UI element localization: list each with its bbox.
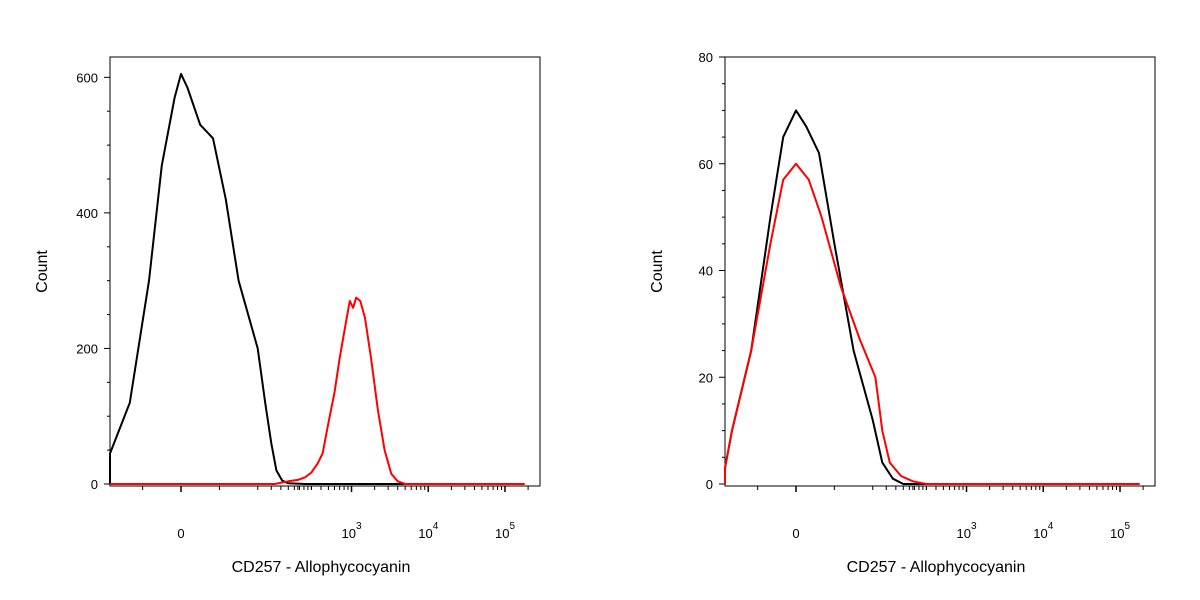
histogram-line-1 [109, 72, 525, 485]
histogram-line-2 [110, 296, 525, 485]
y-tick-label: 0 [706, 477, 713, 492]
histogram-line-1 [724, 109, 1140, 485]
y-tick-label: 400 [76, 206, 98, 221]
x-tick-label: 104 [418, 521, 438, 541]
x-tick-label: 103 [341, 521, 361, 541]
x-axis-title: CD257 - Allophycocyanin [847, 559, 1026, 576]
y-tick-label: 600 [76, 70, 98, 85]
y-tick-label: 80 [699, 50, 713, 65]
y-tick-label: 40 [699, 264, 713, 279]
plot-frame [724, 56, 1156, 487]
plot-frame [109, 56, 541, 487]
x-tick-label: 0 [792, 526, 799, 541]
histogram-panel-1: 0 200 400 600 0 103 104 105 CD257 - Allophycocya… [34, 56, 541, 576]
y-axis-title: Count [649, 250, 666, 293]
x-tick-label: 104 [1033, 521, 1053, 541]
x-tick-label: 105 [1110, 521, 1130, 541]
y-tick-label: 200 [76, 341, 98, 356]
histogram-panel-2: 0 20 40 60 80 0 103 104 105 CD257 - Allophycocyan… [649, 50, 1156, 576]
y-tick-label: 20 [699, 370, 713, 385]
y-tick-label: 60 [699, 157, 713, 172]
x-axis-title: CD257 - Allophycocyanin [232, 559, 411, 576]
x-tick-label: 103 [956, 521, 976, 541]
x-tick-label: 105 [495, 521, 515, 541]
histogram-line-2 [724, 162, 1140, 485]
x-tick-label: 0 [177, 526, 184, 541]
y-tick-label: 0 [91, 477, 98, 492]
y-axis-title: Count [34, 250, 51, 293]
